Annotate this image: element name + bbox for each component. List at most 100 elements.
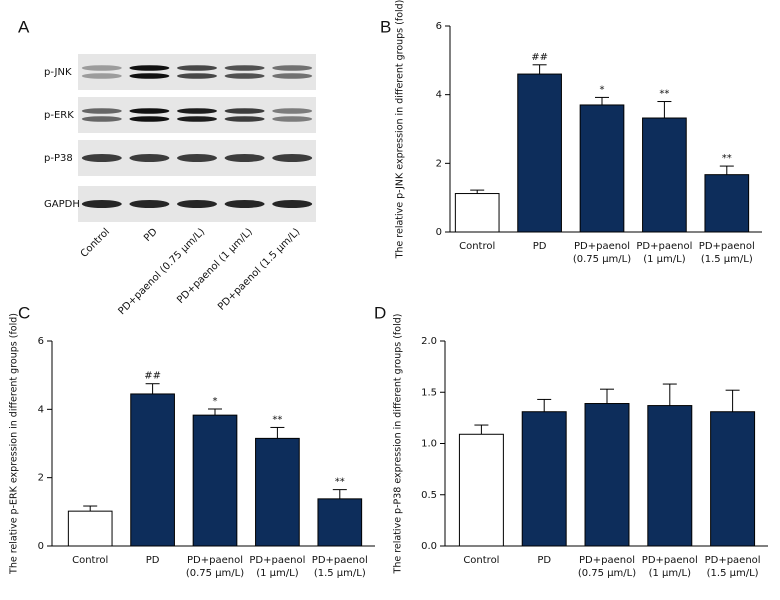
blot-band bbox=[272, 200, 313, 208]
x-tick-label: (1.5 μm/L) bbox=[707, 568, 759, 579]
x-tick-label: PD bbox=[146, 555, 160, 566]
x-tick-label: PD+paenol bbox=[636, 241, 692, 252]
panel-label: B bbox=[380, 17, 391, 36]
blot-band bbox=[177, 116, 217, 122]
x-tick-label: (1.5 μm/L) bbox=[701, 254, 753, 265]
significance-label: * bbox=[213, 396, 218, 407]
y-axis-label: The relative p-JNK expression in differe… bbox=[395, 0, 406, 259]
y-tick-label: 2 bbox=[436, 158, 442, 169]
panel-label: C bbox=[18, 303, 30, 322]
x-tick-label: (1 μm/L) bbox=[643, 254, 685, 265]
blot-band bbox=[177, 108, 217, 114]
blot-band bbox=[272, 116, 313, 122]
blot-band bbox=[129, 73, 170, 79]
blot-band bbox=[177, 154, 217, 162]
bar bbox=[579, 104, 625, 233]
y-tick-label: 4 bbox=[38, 404, 44, 415]
lane-label: PD+paenol (1.5 μm/L) bbox=[216, 226, 302, 312]
blot-strip bbox=[78, 97, 316, 133]
x-tick-label: PD bbox=[537, 555, 551, 566]
x-tick-label: PD+paenol bbox=[705, 555, 761, 566]
blot-band bbox=[272, 65, 313, 71]
y-tick-label: 0 bbox=[436, 227, 442, 238]
bar bbox=[521, 411, 567, 547]
panel-label: A bbox=[18, 17, 30, 36]
bar bbox=[454, 193, 500, 233]
blot-band bbox=[272, 154, 313, 162]
y-tick-label: 6 bbox=[38, 336, 44, 347]
significance-label: ## bbox=[531, 52, 548, 63]
y-axis-label: The relative p-ERK expression in differe… bbox=[9, 313, 20, 575]
bar bbox=[642, 117, 687, 233]
blot-band bbox=[81, 200, 122, 208]
y-tick-label: 2.0 bbox=[421, 336, 437, 347]
bar bbox=[67, 510, 113, 547]
bar bbox=[584, 403, 630, 547]
blot-band bbox=[129, 116, 170, 122]
blot-band bbox=[224, 73, 265, 79]
y-tick-label: 0.5 bbox=[421, 490, 437, 501]
blot-band bbox=[81, 65, 122, 71]
bar bbox=[317, 498, 363, 547]
x-tick-label: PD bbox=[533, 241, 547, 252]
blot-band bbox=[272, 73, 313, 79]
bar bbox=[192, 414, 238, 547]
y-tick-label: 6 bbox=[436, 21, 442, 32]
x-tick-label: PD+paenol bbox=[642, 555, 698, 566]
bar bbox=[647, 405, 693, 547]
x-tick-label: (1 μm/L) bbox=[256, 568, 298, 579]
bar bbox=[255, 437, 300, 547]
y-axis-label: The relative p-P38 expression in differe… bbox=[393, 314, 404, 575]
significance-label: ** bbox=[722, 153, 732, 164]
panel-label: D bbox=[374, 303, 386, 322]
bar bbox=[710, 411, 756, 547]
blot-band bbox=[81, 108, 122, 114]
blot-row-label: p-ERK bbox=[44, 110, 74, 121]
significance-label: * bbox=[600, 84, 605, 95]
lane-label: PD+paenol (0.75 μm/L) bbox=[116, 226, 207, 317]
significance-label: ** bbox=[659, 89, 669, 100]
blot-band bbox=[224, 108, 265, 114]
blot-band bbox=[177, 73, 217, 79]
lane-label: Control bbox=[79, 226, 112, 259]
significance-label: ** bbox=[272, 414, 282, 425]
x-tick-label: (0.75 μm/L) bbox=[573, 254, 631, 265]
x-tick-label: PD+paenol bbox=[187, 555, 243, 566]
lane-label: PD bbox=[142, 226, 160, 244]
bar bbox=[130, 393, 175, 547]
blot-band bbox=[81, 116, 122, 122]
x-tick-label: PD+paenol bbox=[579, 555, 635, 566]
blot-band bbox=[177, 200, 217, 208]
y-tick-label: 0 bbox=[38, 541, 44, 552]
y-tick-label: 0.0 bbox=[421, 541, 437, 552]
blot-band bbox=[81, 154, 122, 162]
x-tick-label: PD+paenol bbox=[249, 555, 305, 566]
blot-row-label: p-JNK bbox=[44, 67, 72, 78]
x-tick-label: (1.5 μm/L) bbox=[314, 568, 366, 579]
blot-band bbox=[224, 116, 265, 122]
y-tick-label: 1.5 bbox=[421, 387, 437, 398]
blot-band bbox=[81, 73, 122, 79]
blot-band bbox=[129, 200, 170, 208]
x-tick-label: Control bbox=[72, 555, 108, 566]
y-tick-label: 1.0 bbox=[421, 439, 437, 450]
blot-strip bbox=[78, 54, 316, 90]
blot-row-label: GAPDH bbox=[44, 199, 80, 210]
x-tick-label: (1 μm/L) bbox=[649, 568, 691, 579]
bar bbox=[458, 433, 504, 547]
significance-label: ** bbox=[335, 477, 345, 488]
blot-band bbox=[272, 108, 313, 114]
blot-band bbox=[224, 200, 265, 208]
y-tick-label: 2 bbox=[38, 473, 44, 484]
blot-band bbox=[224, 65, 265, 71]
x-tick-label: (0.75 μm/L) bbox=[186, 568, 244, 579]
x-tick-label: PD+paenol bbox=[574, 241, 630, 252]
x-tick-label: PD+paenol bbox=[312, 555, 368, 566]
bar bbox=[517, 73, 562, 233]
blot-band bbox=[129, 65, 170, 71]
x-tick-label: (0.75 μm/L) bbox=[578, 568, 636, 579]
blot-band bbox=[129, 154, 170, 162]
x-tick-label: Control bbox=[463, 555, 499, 566]
x-tick-label: Control bbox=[459, 241, 495, 252]
